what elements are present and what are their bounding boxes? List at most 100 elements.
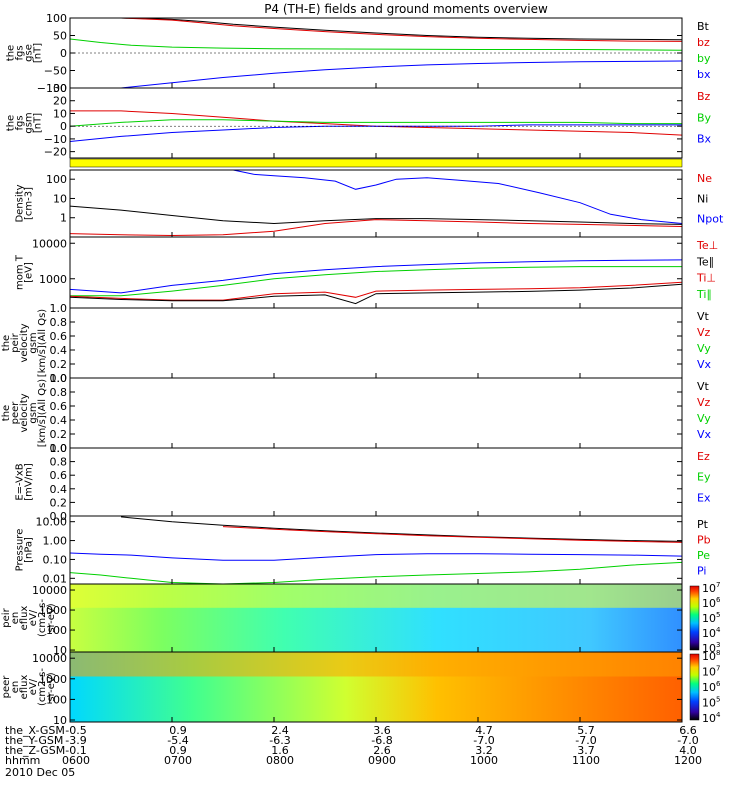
series-Pt [120, 516, 683, 542]
series-by [69, 38, 683, 51]
footer-value: -6.8 [371, 734, 392, 747]
legend-Pt: Pt [697, 518, 709, 531]
ytick-label: −10 [44, 133, 67, 146]
series-Npot [233, 169, 683, 224]
ytick-label: 0.0 [50, 372, 68, 385]
legend-by: by [697, 52, 711, 65]
series-bx [120, 60, 683, 89]
footer-value: 5.7 [577, 724, 595, 737]
footer-row-label: the_X-GSM [5, 724, 65, 737]
series-Ti∥ [70, 266, 682, 297]
colorbar-tick: 104 [702, 711, 721, 725]
footer-value: -0.1 [65, 744, 86, 757]
footer-value: 2.4 [271, 724, 289, 737]
panel-frame [69, 515, 683, 585]
ytick-label: 0.0 [50, 442, 68, 455]
legend-Te∥: Te∥ [696, 255, 714, 268]
legend-Vt: Vt [697, 380, 710, 393]
ytick-label: 0.6 [50, 330, 68, 343]
legend-Bz: Bz [697, 90, 711, 103]
footer-value: 0.9 [169, 724, 187, 737]
ylabel: thepeerenefluxeV/(cm2-s-sr-eV) [0, 668, 57, 706]
footer-value: 1000 [470, 754, 498, 767]
footer-row-label: the_Z-GSM [5, 744, 65, 757]
ytick-label: 0 [60, 47, 67, 60]
ylabel: Pressure[nPa] [15, 529, 35, 572]
ytick-label: 1.0 [50, 442, 68, 455]
series-Pi [69, 552, 683, 561]
ytick-label: 1.0 [50, 372, 68, 385]
legend-Bt: Bt [697, 20, 710, 33]
ytick-label: 0.8 [50, 316, 68, 329]
footer-row-label: hhmm [5, 754, 40, 767]
legend-Pb: Pb [697, 534, 711, 547]
ylabel: thepeirenefluxeV/(cm2-s-sr-eV) [0, 599, 57, 637]
ytick-label: 100 [46, 693, 67, 706]
legend-bx: bx [697, 68, 711, 81]
ytick-label: 0.6 [50, 400, 68, 413]
ytick-label: −100 [37, 82, 67, 95]
ytick-label: −20 [44, 146, 67, 159]
footer-value: 0.9 [169, 744, 187, 757]
ytick-label: 1000 [39, 673, 67, 686]
spectrogram-high-band [70, 652, 682, 677]
ytick-label: 30 [53, 82, 67, 95]
legend-Ez: Ez [697, 450, 710, 463]
series-Pe [69, 561, 683, 585]
legend-Te⊥: Te⊥ [696, 239, 718, 252]
panel-density: 100 10 1 Density[cm-3] Ne Ni Npot [15, 169, 724, 238]
ytick-label: 100 [46, 624, 67, 637]
ytick-label: 1000 [39, 273, 67, 286]
legend-Bx: Bx [697, 133, 712, 146]
ytick-label: 0.01 [43, 572, 68, 585]
panel-frame [69, 236, 683, 309]
ytick-label: 20 [53, 95, 67, 108]
ytick-label: 10.00 [36, 516, 68, 529]
footer-value: 6.6 [679, 724, 697, 737]
panels: 100500−50−100thefgsgse[nT]Btbzbybx302010… [0, 12, 724, 727]
footer-value: -3.9 [65, 734, 86, 747]
spectrogram-high-band [70, 584, 682, 608]
footer-value: -5.4 [167, 734, 188, 747]
panel-vel_peer: 1.00.80.60.40.20.0thepeervelocitygsm[km/… [1, 372, 712, 455]
legend-Ti⊥: Ti⊥ [696, 272, 716, 285]
ytick-label: 0 [60, 120, 67, 133]
ytick-label: 10 [53, 714, 67, 727]
series-Bt [120, 17, 683, 41]
footer-row-label: the_Y-GSM [5, 734, 63, 747]
footer-value: 4.7 [475, 724, 493, 737]
footer-value: 3.2 [475, 744, 493, 757]
ytick-label: −50 [44, 65, 67, 78]
colorbar [689, 653, 700, 721]
ytick-label: 10000 [32, 652, 67, 665]
panel-vel_perp: 1.00.80.60.40.20.0thepeirvelocitygsm[km/… [1, 302, 712, 385]
footer-value: 3.6 [373, 724, 391, 737]
colorbar-tick: 105 [702, 611, 720, 625]
ytick-label: 100 [46, 12, 67, 25]
position-footer: the_X-GSM -0.5 0.9 2.4 3.6 4.7 5.7 6.6 the_Y-GSM… [5, 724, 702, 767]
legend-Ne: Ne [697, 172, 712, 185]
footer-value: -0.5 [65, 724, 86, 737]
legend-Vx: Vx [697, 428, 712, 441]
ytick-label: 0.8 [50, 386, 68, 399]
legend-Npot: Npot [697, 213, 724, 226]
ytick-label: 0.4 [50, 414, 68, 427]
series-Te⊥ [69, 281, 683, 301]
ytick-label: 1000 [39, 604, 67, 617]
series-Ti⊥ [69, 259, 683, 294]
colorbar-tick: 104 [702, 626, 721, 640]
footer-value: 0900 [368, 754, 396, 767]
ytick-label: 0.6 [50, 469, 68, 482]
legend-Ti∥: Ti∥ [696, 288, 712, 301]
ylabel: thefgsgsm[nT] [6, 112, 44, 133]
colorbar-tick: 107 [702, 665, 720, 679]
ytick-label: 10000 [32, 584, 67, 597]
panel-fgs_gse: 100 50 0 −50 −100 thefgsgse[nT] Bt bz by bx [6, 12, 711, 95]
footer-value: 4.0 [679, 744, 697, 757]
ytick-label: 0.0 [50, 510, 68, 523]
footer-value: 2.6 [373, 744, 391, 757]
colorbar-tick: 108 [702, 649, 720, 663]
